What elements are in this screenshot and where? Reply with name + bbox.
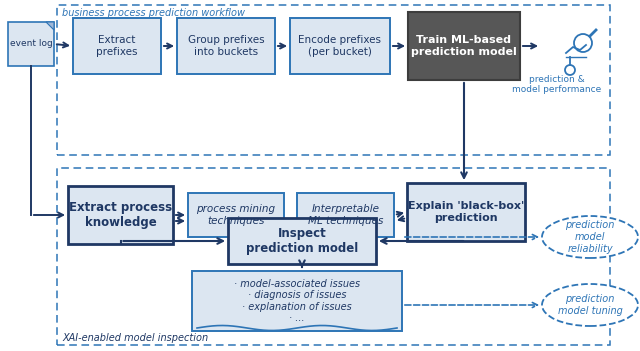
Ellipse shape	[542, 284, 638, 326]
FancyBboxPatch shape	[407, 183, 525, 241]
FancyBboxPatch shape	[8, 22, 54, 66]
FancyBboxPatch shape	[297, 193, 394, 237]
Text: Interpretable
ML techniques: Interpretable ML techniques	[308, 204, 383, 226]
Text: business process prediction workflow: business process prediction workflow	[62, 8, 245, 18]
Text: event log: event log	[10, 40, 52, 48]
Text: Train ML-based
prediction model: Train ML-based prediction model	[411, 35, 517, 57]
Ellipse shape	[542, 216, 638, 258]
Text: · model-associated issues
· diagnosis of issues
· explanation of issues
· ...: · model-associated issues · diagnosis of…	[234, 279, 360, 323]
Text: prediction
model tuning: prediction model tuning	[557, 294, 623, 316]
Text: process mining
techniques: process mining techniques	[196, 204, 276, 226]
FancyBboxPatch shape	[177, 18, 275, 74]
Text: Encode prefixes
(per bucket): Encode prefixes (per bucket)	[298, 35, 381, 57]
Text: prediction &
model performance: prediction & model performance	[513, 75, 602, 94]
FancyBboxPatch shape	[68, 186, 173, 244]
FancyBboxPatch shape	[73, 18, 161, 74]
Text: prediction
model
reliability: prediction model reliability	[565, 220, 614, 254]
FancyBboxPatch shape	[290, 18, 390, 74]
Text: Group prefixes
into buckets: Group prefixes into buckets	[188, 35, 264, 57]
Text: XAI-enabled model inspection: XAI-enabled model inspection	[62, 333, 208, 343]
Text: Inspect
prediction model: Inspect prediction model	[246, 227, 358, 255]
Polygon shape	[46, 22, 54, 30]
Text: Extract
prefixes: Extract prefixes	[96, 35, 138, 57]
FancyBboxPatch shape	[188, 193, 284, 237]
Text: Explain 'black-box'
prediction: Explain 'black-box' prediction	[408, 201, 524, 223]
FancyBboxPatch shape	[228, 218, 376, 264]
FancyBboxPatch shape	[408, 12, 520, 80]
FancyBboxPatch shape	[192, 271, 402, 331]
Text: Extract process
knowledge: Extract process knowledge	[69, 201, 172, 229]
